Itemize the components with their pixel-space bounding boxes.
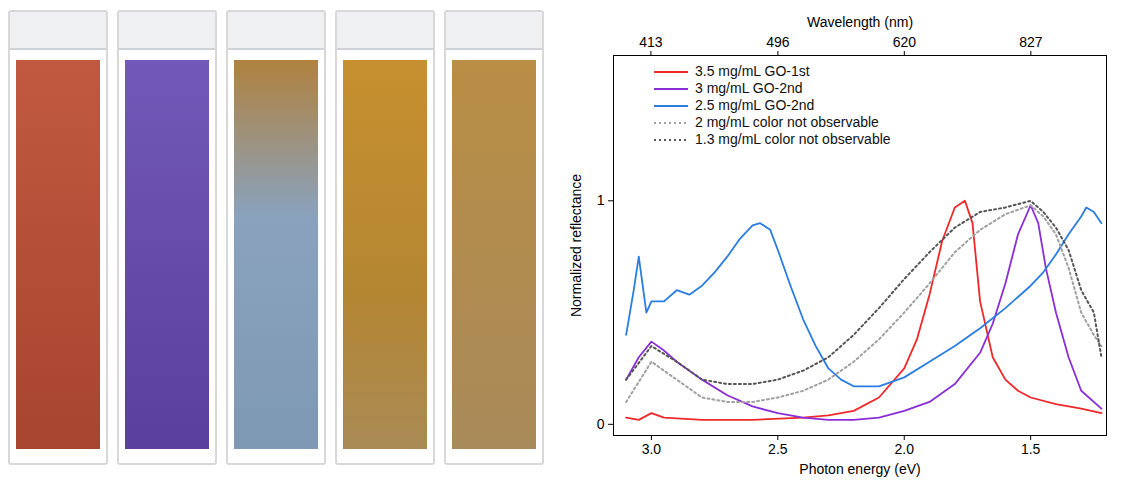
html-text:3 mg/mL GO-2nd: 3 mg/mL GO-2nd	[695, 80, 803, 96]
html-text:2 mg/mL color not observable: 2 mg/mL color not observable	[695, 114, 879, 130]
svg-text:3.0: 3.0	[642, 441, 662, 457]
svg-text:Wavelength (nm): Wavelength (nm)	[807, 14, 913, 30]
svg-text:413: 413	[639, 34, 663, 50]
svg-text:Normalized reflectance: Normalized reflectance	[568, 174, 584, 317]
html-text:3.5 mg/mL GO-1st: 3.5 mg/mL GO-1st	[695, 63, 810, 79]
svg-text:2.5: 2.5	[768, 441, 788, 457]
svg-text:496: 496	[766, 34, 790, 50]
svg-text:2.0: 2.0	[895, 441, 915, 457]
svg-text:620: 620	[893, 34, 917, 50]
svg-text:0: 0	[597, 416, 605, 432]
svg-text:1: 1	[597, 192, 605, 208]
svg-text:1.5: 1.5	[1021, 441, 1041, 457]
html-text:2.5 mg/mL GO-2nd: 2.5 mg/mL GO-2nd	[695, 97, 815, 113]
html-text:1.3 mg/mL color not observable: 1.3 mg/mL color not observable	[695, 131, 891, 147]
svg-text:827: 827	[1019, 34, 1043, 50]
svg-text:Photon energy (eV): Photon energy (eV)	[799, 461, 920, 477]
